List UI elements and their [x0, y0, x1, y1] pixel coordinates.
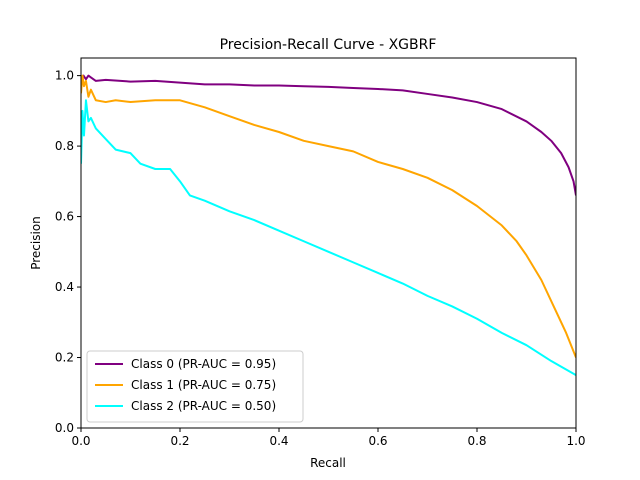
- y-tick-label: 1.0: [55, 69, 74, 83]
- series-line-class-2: [81, 99, 576, 377]
- x-axis-label: Recall: [310, 456, 346, 470]
- y-tick-label: 0.0: [55, 421, 74, 435]
- plot-area: [80, 57, 577, 429]
- chart-title: Precision-Recall Curve - XGBRF: [220, 37, 437, 53]
- legend-box: [86, 350, 304, 423]
- legend: Class 0 (PR-AUC = 0.95) Class 1 (PR-AUC =…: [86, 350, 304, 423]
- legend-label-class-0: Class 0 (PR-AUC = 0.95): [131, 357, 276, 371]
- x-tick-label: 0.6: [368, 434, 387, 448]
- series-line-class-1: [81, 74, 576, 358]
- y-tick-label: 0.6: [55, 210, 74, 224]
- axis-ticks: 0.0 0.2 0.4 0.6 0.8 1.0 0.0 0.2 0.4 0.6 0.8 1.0: [55, 69, 586, 448]
- x-tick-label: 0.8: [467, 434, 486, 448]
- y-axis-label: Precision: [29, 216, 43, 270]
- y-tick-label: 0.2: [55, 351, 74, 365]
- legend-label-class-1: Class 1 (PR-AUC = 0.75): [131, 378, 276, 392]
- y-tick-label: 0.8: [55, 139, 74, 153]
- x-tick-label: 0.4: [269, 434, 288, 448]
- series-line-class-0: [81, 74, 576, 196]
- x-tick-label: 1.0: [566, 434, 585, 448]
- x-tick-label: 0.0: [71, 434, 90, 448]
- y-tick-label: 0.4: [55, 280, 74, 294]
- plot-frame: [80, 57, 577, 429]
- legend-label-class-2: Class 2 (PR-AUC = 0.50): [131, 399, 276, 413]
- x-tick-label: 0.2: [170, 434, 189, 448]
